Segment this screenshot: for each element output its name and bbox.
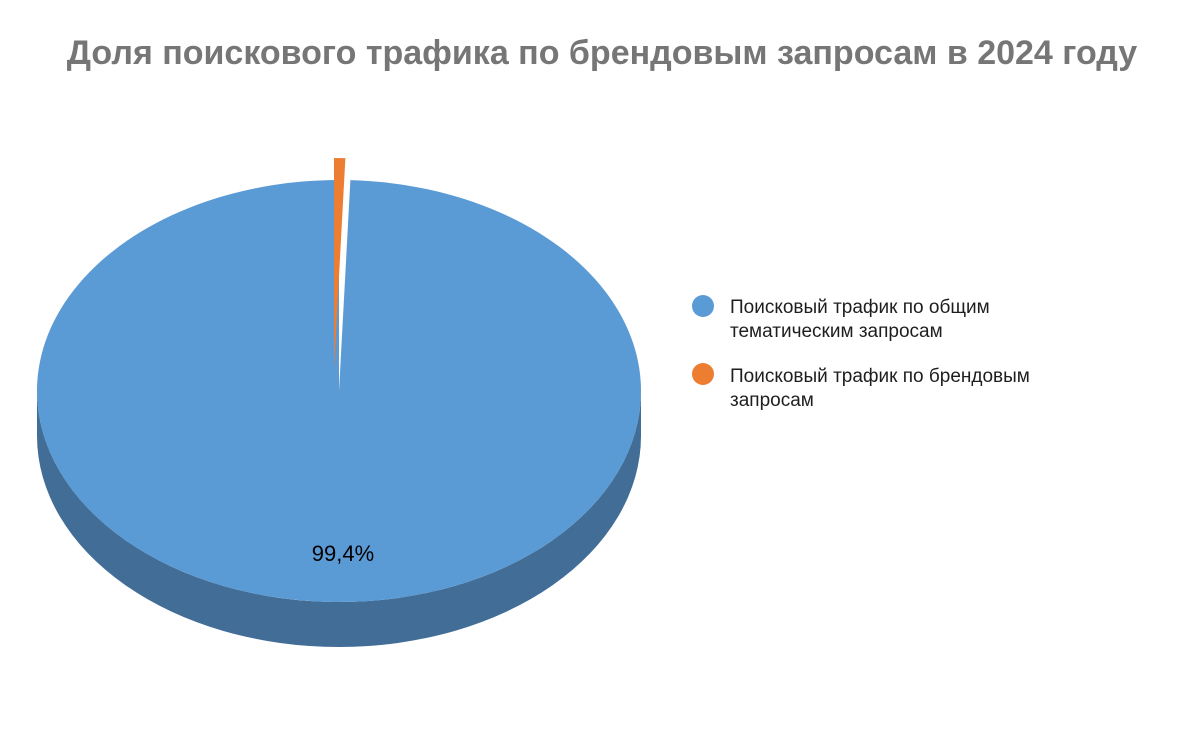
legend-marker-general-topics	[692, 295, 714, 317]
legend-label-brand-line1: Поисковый трафик по брендовым	[730, 366, 1030, 387]
pie-slice-general-topics	[37, 180, 642, 602]
legend: Поисковый трафик по общим тематическим з…	[692, 295, 1030, 411]
pie-slice-brand	[334, 158, 346, 369]
chart-title: Доля поискового трафика по брендовым зап…	[67, 34, 1138, 72]
legend-item-general-topics: Поисковый трафик по общим тематическим з…	[692, 295, 990, 342]
data-label-general-topics: 99,4%	[312, 541, 374, 566]
pie-side-wall	[37, 391, 641, 647]
legend-label-general-topics-line2: тематическим запросам	[730, 321, 943, 342]
legend-label-brand-line2: запросам	[730, 390, 814, 411]
legend-label-general-topics-line1: Поисковый трафик по общим	[730, 297, 990, 318]
pie-group: 99,4%	[37, 158, 642, 647]
legend-item-brand: Поисковый трафик по брендовым запросам	[692, 363, 1030, 411]
legend-marker-brand	[692, 363, 714, 385]
